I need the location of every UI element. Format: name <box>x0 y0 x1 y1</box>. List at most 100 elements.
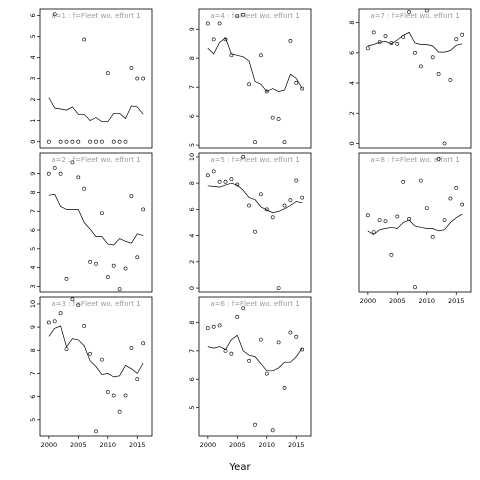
data-point <box>365 213 370 218</box>
series-line-fitted <box>207 182 303 214</box>
data-point <box>129 66 134 70</box>
data-point <box>300 347 305 352</box>
data-point <box>282 140 287 145</box>
x-tick-label: 2010 <box>419 297 436 305</box>
panel-frame <box>358 8 472 149</box>
y-tick-label: 5 <box>29 34 37 38</box>
data-point <box>282 203 287 208</box>
x-tick-label: 2005 <box>229 441 246 449</box>
data-point <box>300 195 305 200</box>
x-tick-label: 2010 <box>259 441 276 449</box>
data-point <box>241 154 246 159</box>
panel-frame <box>39 296 153 437</box>
data-point <box>371 30 376 35</box>
data-point <box>123 266 128 271</box>
data-point <box>117 139 122 144</box>
panel-5: a=5 : f=Fleet wo. effort 1 0 2 4 6 8 10 <box>188 152 312 293</box>
series-line-fitted <box>367 213 463 235</box>
data-point <box>401 179 406 184</box>
y-tick-label: 2 <box>348 111 356 115</box>
series-line-fitted <box>48 97 144 123</box>
y-tick-label: 0 <box>188 286 196 290</box>
panel-4: a=4 : f=Fleet wo. effort 1 5 6 7 8 9 <box>188 8 312 149</box>
data-point <box>377 40 382 45</box>
y-tick-label: 10 <box>188 153 196 161</box>
data-point <box>135 377 140 382</box>
data-point <box>217 323 222 328</box>
data-point <box>294 80 299 85</box>
y-tick-label: 7 <box>29 371 37 375</box>
panel-1: a=1 : f=Fleet wo. effort 1 0 1 2 3 4 5 6 <box>29 8 153 149</box>
data-point <box>383 219 388 224</box>
y-tick-label: 8 <box>29 190 37 194</box>
data-point <box>111 139 116 144</box>
data-point <box>64 347 69 352</box>
data-point <box>235 182 240 187</box>
y-tick-label: 7 <box>188 349 196 353</box>
panel-3: a=3 : f=Fleet wo. effort 1 5 6 7 8 9 10 2000 200… <box>29 296 153 449</box>
data-point <box>76 303 81 308</box>
panel-frame <box>39 152 153 293</box>
data-point <box>253 140 257 145</box>
data-point <box>105 390 110 394</box>
data-point <box>436 157 441 161</box>
data-point <box>389 252 394 257</box>
data-point <box>123 393 128 398</box>
data-point <box>46 320 51 325</box>
y-tick-label: 8 <box>188 181 196 185</box>
data-point <box>389 41 394 45</box>
data-point <box>377 218 382 223</box>
data-point <box>365 46 370 51</box>
data-point <box>94 139 98 144</box>
data-point <box>424 206 429 211</box>
data-point <box>223 37 228 42</box>
data-point <box>460 32 465 37</box>
data-point <box>70 160 75 165</box>
data-point <box>371 230 376 235</box>
series-line-fitted <box>367 31 463 53</box>
data-point <box>111 263 116 268</box>
x-tick-label: 2000 <box>200 441 217 449</box>
data-point <box>241 306 246 311</box>
data-point <box>407 10 412 14</box>
x-tick-label: 2005 <box>389 297 406 305</box>
data-point <box>117 409 122 414</box>
y-tick-label: 8 <box>29 348 37 352</box>
data-point <box>288 39 293 43</box>
data-point <box>76 175 81 180</box>
data-point <box>430 55 435 60</box>
y-tick-label: 3 <box>29 76 37 80</box>
data-point <box>88 139 93 144</box>
y-tick-label: 4 <box>29 266 37 270</box>
data-point <box>141 207 146 212</box>
data-point <box>141 341 146 346</box>
data-point <box>430 234 435 239</box>
y-tick-label: 5 <box>29 418 37 422</box>
data-point <box>117 287 122 292</box>
y-tick-label: 6 <box>29 395 37 399</box>
panel-title: a=7 : f=Fleet wo. effort 1 <box>370 12 459 20</box>
panel-title: a=5 : f=Fleet wo. effort 1 <box>210 156 299 164</box>
panel-frame <box>358 152 472 293</box>
x-tick-label: 2000 <box>360 297 377 305</box>
y-tick-label: 3 <box>29 284 37 288</box>
y-tick-label: 4 <box>188 234 196 238</box>
data-point <box>64 139 69 144</box>
data-point <box>270 115 275 120</box>
data-point <box>58 171 63 176</box>
data-point <box>258 53 263 58</box>
data-point <box>58 311 63 316</box>
data-point <box>82 37 87 42</box>
data-point <box>205 21 210 26</box>
data-point <box>229 177 234 182</box>
data-point <box>288 330 293 335</box>
data-point <box>235 314 240 319</box>
data-point <box>454 185 459 190</box>
data-point <box>52 319 57 324</box>
y-tick-label: 1 <box>29 119 37 123</box>
data-point <box>205 326 210 331</box>
data-point <box>436 72 441 76</box>
data-point <box>100 211 104 216</box>
data-point <box>223 179 228 184</box>
